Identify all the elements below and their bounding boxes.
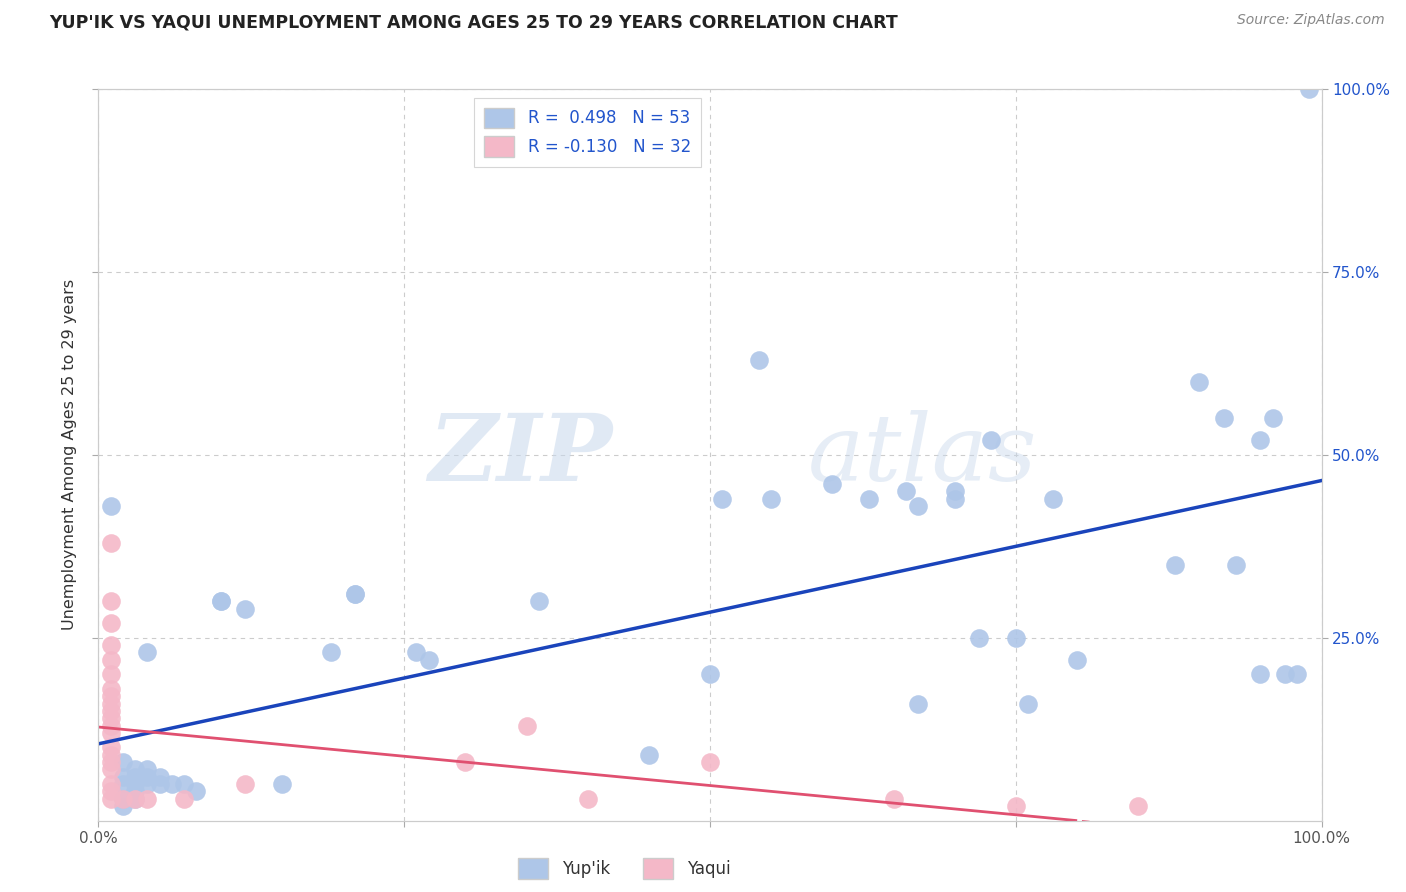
Point bbox=[100, 755, 122, 769]
Point bbox=[1164, 558, 1187, 572]
Point bbox=[100, 711, 122, 725]
Point bbox=[100, 697, 122, 711]
Point bbox=[270, 777, 294, 791]
Point bbox=[894, 484, 917, 499]
Point bbox=[1042, 491, 1064, 506]
Point bbox=[100, 747, 122, 762]
Point bbox=[233, 601, 256, 615]
Point bbox=[160, 777, 183, 791]
Point bbox=[748, 352, 770, 367]
Point bbox=[136, 645, 159, 659]
Point bbox=[1017, 697, 1039, 711]
Text: ZIP: ZIP bbox=[427, 410, 612, 500]
Point bbox=[100, 718, 122, 732]
Point bbox=[907, 499, 929, 513]
Point bbox=[943, 484, 966, 499]
Point bbox=[100, 499, 122, 513]
Text: YUP'IK VS YAQUI UNEMPLOYMENT AMONG AGES 25 TO 29 YEARS CORRELATION CHART: YUP'IK VS YAQUI UNEMPLOYMENT AMONG AGES … bbox=[49, 13, 898, 31]
Point bbox=[821, 477, 844, 491]
Point bbox=[576, 791, 599, 805]
Point bbox=[1274, 667, 1296, 681]
Point bbox=[344, 587, 367, 601]
Point bbox=[124, 791, 146, 805]
Point bbox=[111, 755, 134, 769]
Point bbox=[136, 777, 159, 791]
Point bbox=[124, 784, 146, 798]
Point bbox=[124, 763, 146, 777]
Point bbox=[1212, 411, 1234, 425]
Point bbox=[1249, 434, 1271, 448]
Point bbox=[124, 777, 146, 791]
Point bbox=[1066, 653, 1088, 667]
Point bbox=[454, 755, 477, 769]
Point bbox=[100, 616, 122, 631]
Point bbox=[136, 791, 159, 805]
Point bbox=[100, 784, 122, 798]
Point bbox=[100, 791, 122, 805]
Point bbox=[319, 645, 342, 659]
Point bbox=[699, 755, 721, 769]
Point bbox=[1188, 375, 1211, 389]
Point bbox=[1298, 82, 1320, 96]
Point bbox=[344, 587, 367, 601]
Point bbox=[111, 791, 134, 805]
Point bbox=[233, 777, 256, 791]
Point bbox=[136, 770, 159, 784]
Point bbox=[1004, 631, 1026, 645]
Point bbox=[1261, 411, 1284, 425]
Point bbox=[883, 791, 905, 805]
Y-axis label: Unemployment Among Ages 25 to 29 years: Unemployment Among Ages 25 to 29 years bbox=[62, 279, 77, 631]
Point bbox=[515, 718, 537, 732]
Point bbox=[100, 726, 122, 740]
Point bbox=[1004, 799, 1026, 814]
Point bbox=[638, 747, 661, 762]
Text: atlas: atlas bbox=[808, 410, 1038, 500]
Point bbox=[186, 784, 208, 798]
Point bbox=[149, 777, 172, 791]
Point bbox=[100, 740, 122, 755]
Legend: Yup'ik, Yaqui: Yup'ik, Yaqui bbox=[512, 852, 737, 886]
Point bbox=[136, 763, 159, 777]
Point bbox=[209, 594, 232, 608]
Point bbox=[980, 434, 1002, 448]
Point bbox=[1225, 558, 1247, 572]
Point bbox=[761, 491, 783, 506]
Point bbox=[418, 653, 440, 667]
Point bbox=[111, 777, 134, 791]
Point bbox=[1249, 667, 1271, 681]
Point bbox=[405, 645, 427, 659]
Text: Source: ZipAtlas.com: Source: ZipAtlas.com bbox=[1237, 13, 1385, 28]
Point bbox=[173, 791, 195, 805]
Point bbox=[111, 770, 134, 784]
Point bbox=[858, 491, 880, 506]
Point bbox=[1286, 667, 1309, 681]
Point bbox=[149, 770, 172, 784]
Point bbox=[699, 667, 721, 681]
Point bbox=[209, 594, 232, 608]
Point bbox=[907, 697, 929, 711]
Point bbox=[100, 681, 122, 696]
Point bbox=[711, 491, 734, 506]
Point bbox=[100, 653, 122, 667]
Point bbox=[100, 594, 122, 608]
Point bbox=[111, 791, 134, 805]
Point bbox=[1128, 799, 1150, 814]
Point bbox=[100, 667, 122, 681]
Point bbox=[111, 799, 134, 814]
Point bbox=[100, 535, 122, 549]
Point bbox=[100, 777, 122, 791]
Point bbox=[967, 631, 990, 645]
Point bbox=[943, 491, 966, 506]
Point bbox=[124, 791, 146, 805]
Point bbox=[173, 777, 195, 791]
Point bbox=[100, 638, 122, 652]
Point bbox=[124, 770, 146, 784]
Point bbox=[100, 763, 122, 777]
Point bbox=[527, 594, 550, 608]
Point bbox=[100, 704, 122, 718]
Point bbox=[100, 690, 122, 704]
